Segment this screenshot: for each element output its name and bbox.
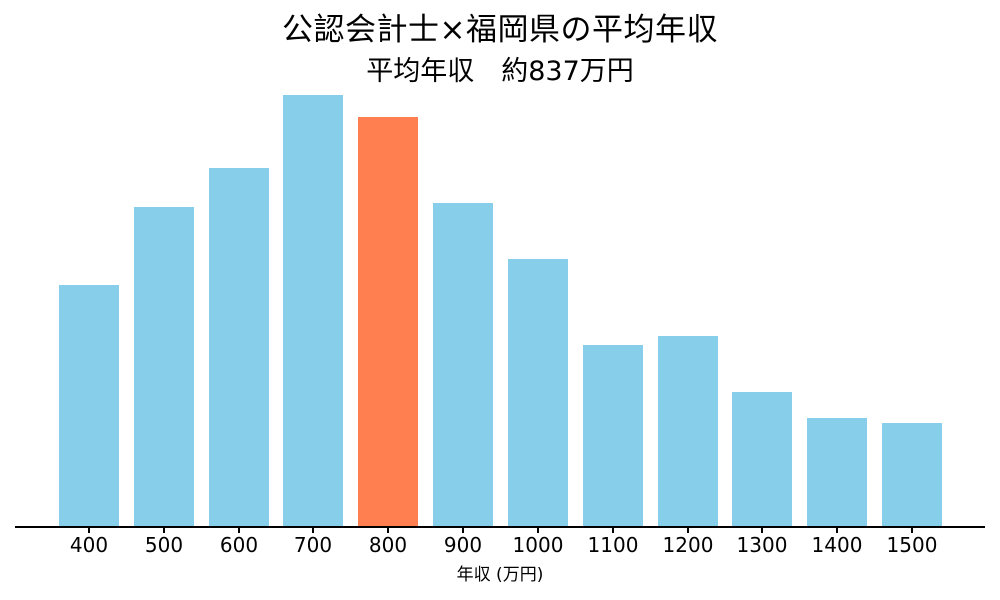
x-tick-label-600: 600 xyxy=(219,533,259,557)
x-tick-1500 xyxy=(911,528,913,533)
x-tick-1300 xyxy=(761,528,763,533)
x-tick-900 xyxy=(462,528,464,533)
x-tick-1000 xyxy=(537,528,539,533)
x-tick-label-1300: 1300 xyxy=(736,533,788,557)
x-tick-label-900: 900 xyxy=(443,533,483,557)
bar-700 xyxy=(283,95,343,526)
x-tick-label-700: 700 xyxy=(293,533,333,557)
x-tick-label-400: 400 xyxy=(69,533,109,557)
chart-title: 公認会計士×福岡県の平均年収 xyxy=(282,12,718,48)
x-axis-label: 年収 (万円) xyxy=(456,565,544,585)
x-tick-1100 xyxy=(612,528,614,533)
x-tick-1200 xyxy=(687,528,689,533)
x-tick-label-1200: 1200 xyxy=(662,533,714,557)
x-tick-label-800: 800 xyxy=(368,533,408,557)
bar-1300 xyxy=(732,392,792,526)
bar-900 xyxy=(433,203,493,526)
x-tick-label-1500: 1500 xyxy=(886,533,938,557)
x-tick-800 xyxy=(387,528,389,533)
x-tick-1400 xyxy=(836,528,838,533)
bar-400 xyxy=(59,285,119,526)
bar-1400 xyxy=(807,418,867,526)
bar-800 xyxy=(358,117,418,526)
bar-1500 xyxy=(882,423,942,526)
bar-1100 xyxy=(583,345,643,526)
x-tick-label-500: 500 xyxy=(144,533,184,557)
x-tick-label-1100: 1100 xyxy=(587,533,639,557)
bar-1200 xyxy=(658,336,718,526)
x-tick-600 xyxy=(238,528,240,533)
x-tick-400 xyxy=(88,528,90,533)
bar-1000 xyxy=(508,259,568,526)
bar-600 xyxy=(209,168,269,526)
x-axis-line xyxy=(15,526,985,528)
x-tick-700 xyxy=(312,528,314,533)
chart-subtitle: 平均年収 約837万円 xyxy=(366,56,634,87)
x-tick-500 xyxy=(163,528,165,533)
x-tick-label-1400: 1400 xyxy=(811,533,863,557)
x-tick-label-1000: 1000 xyxy=(512,533,564,557)
bar-500 xyxy=(134,207,194,526)
